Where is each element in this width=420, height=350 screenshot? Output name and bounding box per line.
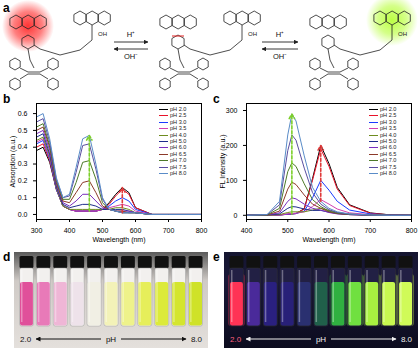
html-text:pH 2.0: pH 2.0	[380, 106, 397, 112]
svg-text:700: 700	[364, 227, 376, 234]
html-text:pH 5.0: pH 5.0	[170, 138, 187, 144]
svg-text:0.4: 0.4	[18, 143, 28, 150]
html-text:pH 8.0: pH 8.0	[170, 170, 187, 177]
html-text:pH 6.5: pH 6.5	[170, 150, 187, 157]
html-text:pH 6.0: pH 6.0	[380, 144, 397, 151]
svg-text:pH: pH	[316, 335, 326, 344]
html-text:pH 2.0: pH 2.0	[170, 106, 187, 112]
svg-text:400: 400	[241, 227, 253, 234]
svg-text:Wavelength (nm): Wavelength (nm)	[92, 236, 145, 244]
svg-text:300: 300	[226, 107, 238, 114]
html-text:pH 2.5: pH 2.5	[380, 112, 397, 119]
html-text:pH 7.5: pH 7.5	[170, 163, 187, 170]
html-text:pH 3.0: pH 3.0	[380, 118, 397, 125]
svg-text:0.3: 0.3	[18, 160, 28, 167]
svg-text:0.5: 0.5	[18, 127, 28, 134]
html-text:a: a	[3, 1, 10, 15]
svg-text:500: 500	[282, 227, 294, 234]
svg-text:0.6: 0.6	[18, 110, 28, 117]
html-text:pH 5.0: pH 5.0	[380, 138, 397, 144]
svg-text:0.2: 0.2	[18, 177, 28, 184]
svg-text:0.1: 0.1	[18, 194, 28, 201]
svg-text:Wavelength (nm): Wavelength (nm)	[302, 236, 355, 244]
html-text:b: b	[3, 92, 11, 106]
svg-text:400: 400	[64, 227, 76, 234]
svg-text:OH: OH	[248, 31, 257, 37]
svg-text:H⁺: H⁺	[276, 30, 284, 39]
html-text:pH 4.0: pH 4.0	[170, 131, 187, 138]
svg-text:2.0: 2.0	[20, 335, 32, 344]
svg-text:8.0: 8.0	[191, 335, 203, 344]
html-text:pH 6.0: pH 6.0	[170, 144, 187, 151]
svg-text:pH: pH	[106, 335, 116, 344]
svg-text:100: 100	[226, 177, 238, 184]
svg-text:500: 500	[97, 227, 109, 234]
svg-text:H⁺: H⁺	[127, 30, 135, 39]
html-text:pH 3.5: pH 3.5	[170, 125, 187, 132]
svg-text:OH: OH	[398, 31, 407, 37]
svg-text:OH: OH	[98, 31, 107, 37]
html-text:pH 7.0: pH 7.0	[170, 157, 187, 164]
html-text:pH 4.0: pH 4.0	[380, 131, 397, 138]
html-text:pH 6.5: pH 6.5	[380, 150, 397, 157]
svg-text:600: 600	[130, 227, 142, 234]
html-text:pH 7.5: pH 7.5	[380, 163, 397, 170]
svg-text:800: 800	[196, 227, 208, 234]
svg-text:Absorption (a.u.): Absorption (a.u.)	[9, 136, 17, 188]
svg-text:OH⁻: OH⁻	[124, 52, 138, 61]
html-text:e: e	[213, 250, 220, 264]
html-text:d: d	[3, 250, 11, 264]
svg-text:FL Intensity (a.u.): FL Intensity (a.u.)	[219, 134, 227, 188]
html-text:pH 2.5: pH 2.5	[170, 112, 187, 119]
svg-text:2.0: 2.0	[230, 335, 242, 344]
html-text:pH 8.0: pH 8.0	[380, 170, 397, 177]
html-text:c: c	[213, 92, 220, 106]
svg-text:OH⁻: OH⁻	[273, 52, 287, 61]
html-text:pH 3.5: pH 3.5	[380, 125, 397, 132]
svg-text:8.0: 8.0	[401, 335, 413, 344]
svg-text:200: 200	[226, 142, 238, 149]
svg-text:800: 800	[406, 227, 418, 234]
svg-text:300: 300	[31, 227, 43, 234]
html-text:pH 3.0: pH 3.0	[170, 118, 187, 125]
svg-text:0.0: 0.0	[18, 211, 28, 218]
html-text:pH 7.0: pH 7.0	[380, 157, 397, 164]
svg-text:0: 0	[234, 212, 238, 219]
svg-text:700: 700	[163, 227, 175, 234]
svg-text:600: 600	[323, 227, 335, 234]
